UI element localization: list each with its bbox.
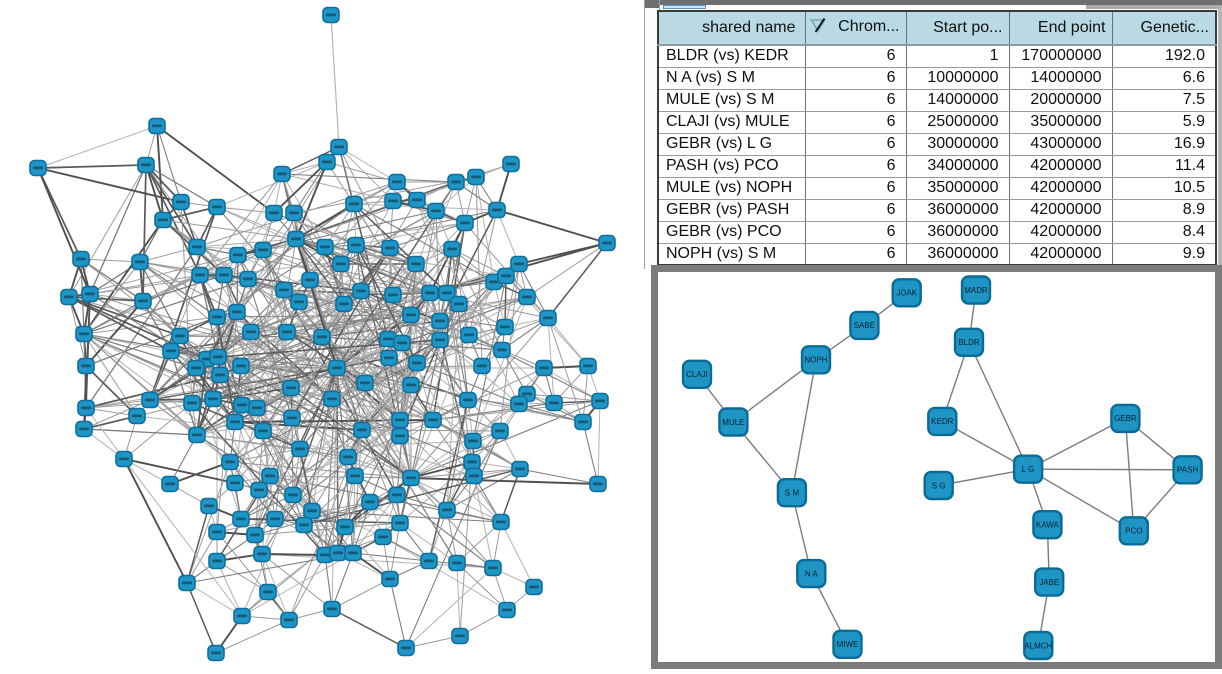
svg-text:L G: L G xyxy=(1022,465,1035,474)
svg-text:CLAJI: CLAJI xyxy=(686,370,708,379)
svg-text:BLDR: BLDR xyxy=(958,338,980,347)
svg-text:MULE: MULE xyxy=(722,418,744,427)
svg-text:MADR: MADR xyxy=(964,286,988,295)
svg-text:KEDR: KEDR xyxy=(931,417,953,426)
svg-text:ALMCH: ALMCH xyxy=(1024,641,1052,650)
svg-text:NOPH: NOPH xyxy=(804,356,827,365)
svg-text:SABE: SABE xyxy=(854,321,875,330)
svg-text:GEBR: GEBR xyxy=(1114,414,1137,423)
svg-text:PCO: PCO xyxy=(1125,527,1142,536)
svg-text:PASH: PASH xyxy=(1177,466,1198,475)
svg-text:S M: S M xyxy=(785,489,800,498)
svg-text:KAWA: KAWA xyxy=(1036,521,1060,530)
svg-text:N A: N A xyxy=(805,569,819,578)
svg-text:MIWE: MIWE xyxy=(837,640,859,649)
svg-text:JOAK: JOAK xyxy=(896,289,918,298)
svg-text:S G: S G xyxy=(932,481,946,490)
svg-text:JABE: JABE xyxy=(1039,578,1059,587)
